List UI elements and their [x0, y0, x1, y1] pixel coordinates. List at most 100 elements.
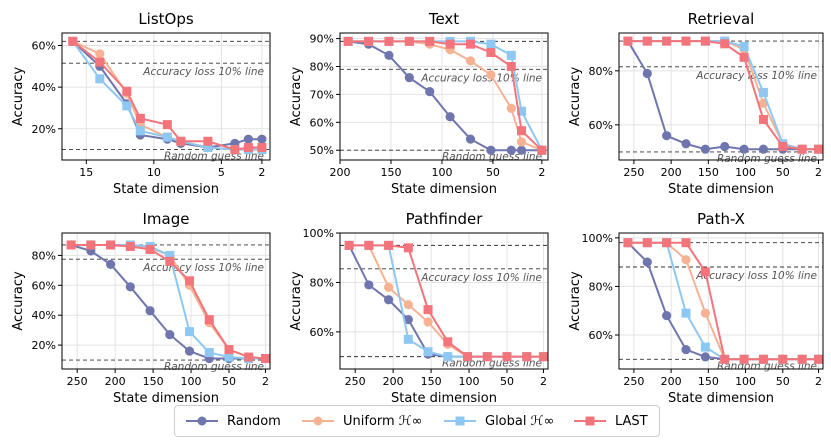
x-tick-label: 150 — [143, 375, 164, 388]
data-point-last — [244, 352, 254, 362]
y-axis-label: Accuracy — [11, 67, 26, 127]
data-point-random — [662, 131, 672, 141]
data-point-uniform — [700, 308, 710, 318]
data-point-uniform — [516, 137, 527, 147]
data-point-last — [343, 36, 353, 46]
legend-label-global: Global ℋ∞ — [485, 413, 555, 429]
x-tick-label: 250 — [345, 375, 366, 388]
data-point-uniform — [95, 49, 105, 59]
annotation-accuracy-loss-line: Accuracy loss 10% line — [142, 66, 264, 78]
data-point-uniform — [383, 282, 394, 292]
annotation-accuracy-loss-line: Accuracy loss 10% line — [695, 270, 817, 282]
x-tick-label: 150 — [380, 166, 401, 179]
data-point-last — [165, 256, 175, 266]
series-line-last — [627, 241, 819, 361]
chart-title: Image — [143, 210, 190, 228]
data-point-random — [465, 134, 476, 144]
data-point-random — [105, 259, 116, 269]
x-tick-label: 50 — [776, 166, 790, 179]
data-point-random — [184, 346, 195, 356]
x-axis-label: State dimension — [113, 182, 219, 197]
legend-marker-last — [574, 416, 606, 426]
data-point-last — [384, 240, 394, 250]
x-tick-label: 10 — [147, 166, 161, 179]
data-point-last — [758, 114, 768, 124]
data-point-global — [423, 347, 433, 357]
data-point-last — [243, 143, 253, 153]
data-point-last — [522, 352, 532, 362]
data-point-last — [516, 126, 526, 136]
y-axis-label: Accuracy — [568, 271, 583, 331]
data-point-last — [68, 36, 78, 46]
data-point-random — [720, 141, 730, 152]
y-axis-label: Accuracy — [289, 67, 304, 127]
data-point-last — [176, 136, 186, 146]
data-point-global — [185, 327, 195, 337]
data-point-random — [364, 280, 374, 290]
data-point-last — [778, 354, 788, 364]
data-point-random — [642, 68, 652, 79]
data-point-last — [662, 36, 672, 46]
data-point-global — [758, 87, 768, 97]
chart-title: Pathfinder — [406, 210, 484, 228]
legend: Random Uniform ℋ∞ Global ℋ∞ LAST — [174, 405, 660, 437]
data-point-last — [257, 143, 267, 153]
data-point-last — [681, 238, 691, 248]
annotation-random-guess-line: Random guess line — [164, 361, 264, 373]
data-point-random — [165, 330, 175, 340]
series-line-random — [72, 40, 262, 149]
x-tick-label: 50 — [222, 375, 236, 388]
series-line-global — [627, 241, 819, 361]
y-tick-label: 60% — [32, 279, 56, 292]
annotation-accuracy-loss-line: Accuracy loss 10% line — [142, 262, 264, 274]
data-point-last — [739, 354, 749, 364]
data-point-last — [162, 120, 172, 130]
data-point-uniform — [681, 255, 691, 265]
x-tick-label: 2 — [262, 375, 269, 388]
data-point-last — [423, 305, 433, 315]
data-point-last — [260, 354, 270, 364]
x-tick-label: 250 — [623, 166, 644, 179]
y-tick-label: 100% — [303, 227, 334, 240]
data-point-global — [700, 342, 710, 352]
data-point-last — [700, 36, 710, 46]
data-point-last — [230, 145, 240, 155]
x-tick-label: 100 — [181, 375, 202, 388]
y-tick-label: 70% — [310, 88, 334, 101]
y-axis-label: Accuracy — [11, 271, 26, 331]
data-point-random — [758, 144, 769, 154]
data-point-last — [814, 354, 824, 364]
x-tick-label: 50 — [486, 166, 500, 179]
legend-item-last: LAST — [573, 406, 648, 436]
data-point-random — [681, 344, 691, 355]
data-point-random — [445, 112, 455, 122]
legend-label-random: Random — [227, 413, 281, 429]
data-point-global — [204, 348, 214, 358]
annotation-accuracy-loss-line: Accuracy loss 10% line — [420, 272, 542, 284]
data-point-last — [403, 243, 413, 253]
data-point-last — [443, 337, 453, 347]
data-point-last — [502, 352, 512, 362]
data-point-random — [403, 314, 413, 325]
x-tick-label: 100 — [459, 375, 480, 388]
x-tick-label: 200 — [661, 166, 682, 179]
x-tick-label: 250 — [623, 375, 644, 388]
data-point-random — [243, 134, 253, 144]
x-tick-label: 50 — [776, 375, 790, 388]
data-point-last — [122, 86, 132, 96]
x-tick-label: 2 — [815, 166, 822, 179]
y-tick-label: 40% — [32, 309, 56, 322]
data-point-random — [642, 257, 652, 267]
data-point-random — [739, 144, 749, 154]
y-tick-label: 60% — [310, 116, 334, 129]
x-axis-label: State dimension — [668, 182, 774, 197]
data-point-last — [797, 144, 807, 154]
chart-title: ListOps — [138, 10, 194, 28]
x-tick-label: 100 — [431, 166, 452, 179]
x-tick-label: 200 — [383, 375, 404, 388]
data-point-global — [486, 39, 496, 49]
series-line-random — [627, 40, 819, 151]
